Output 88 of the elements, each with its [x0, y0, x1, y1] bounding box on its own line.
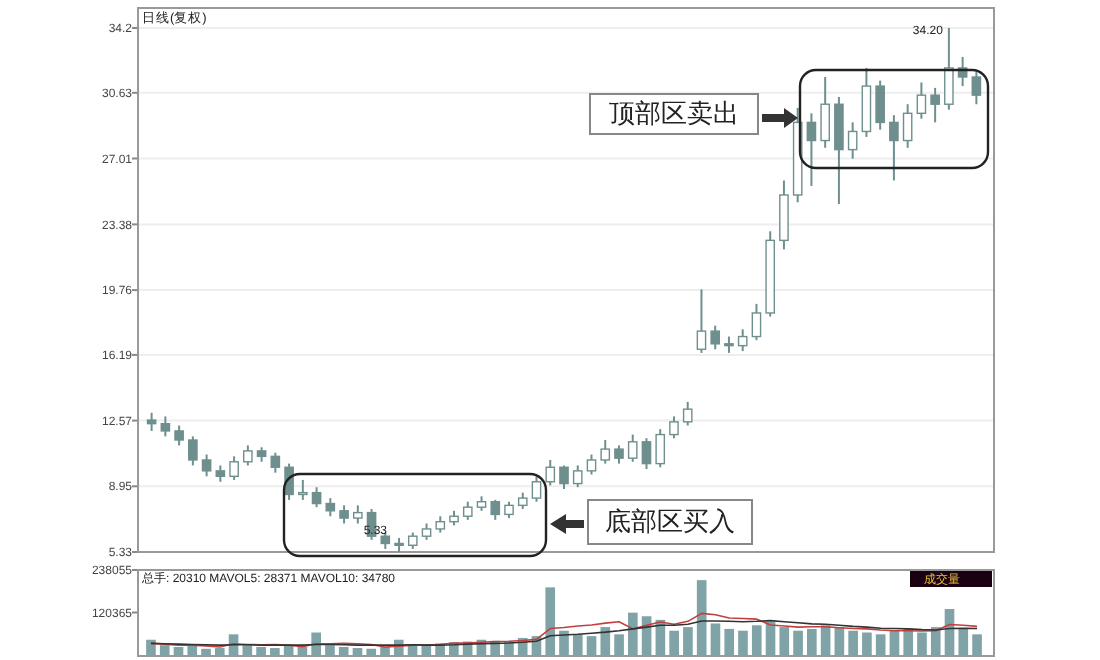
candlestick — [751, 302, 762, 342]
bar — [696, 580, 707, 656]
bar — [325, 645, 335, 656]
bar — [889, 630, 900, 656]
candlestick — [820, 76, 830, 149]
bar — [710, 623, 721, 656]
bar — [875, 634, 886, 656]
candlestick — [160, 415, 171, 438]
candlestick — [669, 415, 679, 440]
candlestick — [875, 79, 885, 131]
candlestick — [339, 504, 349, 525]
candlestick — [861, 66, 872, 138]
bar — [159, 645, 170, 656]
candlestick — [806, 112, 817, 187]
candlestick — [243, 444, 253, 467]
bar — [545, 587, 556, 656]
bar — [338, 646, 349, 656]
candlestick — [655, 428, 666, 469]
candlestick — [462, 500, 473, 521]
candlestick — [311, 486, 322, 509]
bar — [779, 627, 790, 656]
bar — [352, 648, 363, 656]
bar — [572, 634, 583, 656]
candlestick — [737, 328, 748, 353]
bar — [862, 632, 872, 656]
bar — [366, 648, 377, 656]
candlestick — [586, 453, 597, 476]
candlestick — [174, 424, 184, 447]
bar — [187, 645, 198, 656]
candlestick — [971, 70, 982, 106]
candlestick — [229, 455, 239, 481]
bar — [683, 627, 693, 656]
candlestick — [916, 81, 927, 120]
candlestick — [696, 288, 707, 354]
candlestick — [298, 478, 308, 501]
candlestick — [545, 458, 556, 487]
bar — [669, 630, 679, 656]
bar — [751, 625, 762, 656]
bar — [283, 645, 294, 656]
bar — [917, 632, 927, 656]
candlestick — [710, 324, 721, 351]
candlestick — [641, 437, 652, 471]
candlestick — [490, 498, 501, 521]
candlestick — [627, 433, 638, 463]
bar — [297, 646, 308, 656]
candlestick — [847, 121, 858, 160]
annotation: 底部区买入 — [605, 508, 735, 538]
candlestick — [325, 497, 336, 518]
candlestick — [682, 400, 693, 427]
candlestick — [352, 504, 363, 525]
candlestick — [614, 444, 624, 465]
bar — [270, 648, 280, 656]
bar — [807, 628, 817, 656]
bar — [614, 634, 624, 656]
bar — [600, 627, 611, 656]
candlestick — [559, 464, 569, 491]
candlestick — [572, 464, 583, 489]
bar — [930, 627, 941, 656]
bar — [586, 636, 597, 656]
bar — [201, 648, 211, 656]
annotation: 顶部区卖出 — [609, 100, 739, 130]
bar — [724, 628, 735, 656]
bar — [146, 639, 156, 656]
candlestick — [779, 179, 789, 251]
candlestick — [889, 114, 899, 182]
candlestick — [270, 451, 281, 474]
candlestick — [201, 453, 212, 478]
bar — [214, 648, 225, 656]
bar — [311, 632, 321, 656]
bar — [559, 630, 569, 656]
candlestick — [902, 103, 913, 149]
bar — [628, 612, 638, 656]
bar — [958, 628, 969, 656]
bar — [173, 646, 184, 656]
bar — [972, 634, 982, 656]
candlestick — [146, 411, 157, 432]
bar — [380, 646, 390, 656]
line-series — [150, 619, 978, 646]
bar — [738, 630, 748, 656]
candlestick — [188, 435, 198, 467]
candlestick — [834, 95, 844, 206]
bar — [848, 630, 858, 656]
candlestick — [930, 86, 940, 124]
candlestick — [600, 439, 611, 465]
candlestick — [531, 475, 542, 503]
bar — [793, 630, 803, 656]
bar — [256, 646, 266, 656]
candlestick — [944, 27, 954, 111]
